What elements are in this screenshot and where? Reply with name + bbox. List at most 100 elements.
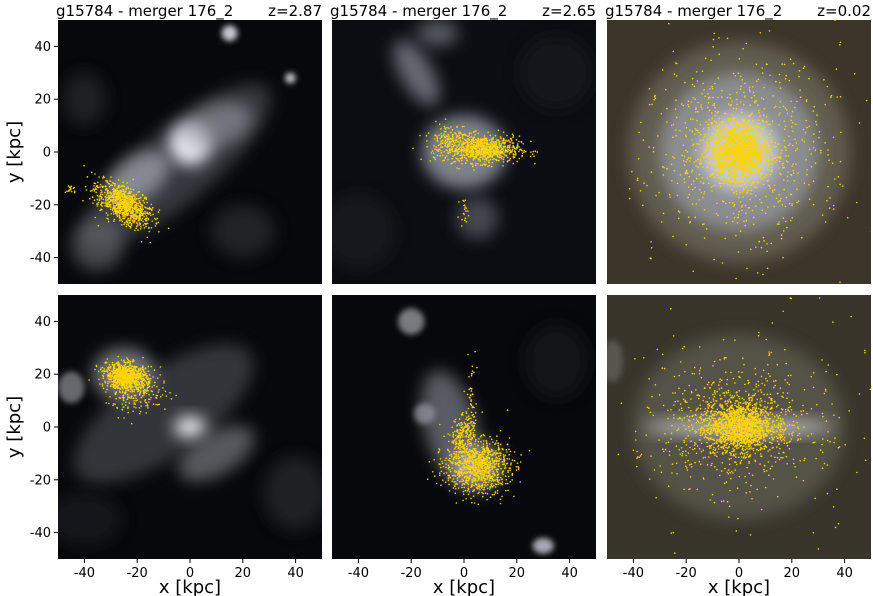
- particle: [437, 155, 439, 157]
- particle: [142, 200, 144, 202]
- particle: [733, 159, 735, 161]
- particle: [755, 145, 757, 147]
- particle: [131, 202, 133, 204]
- particle: [710, 175, 712, 177]
- particle: [651, 247, 653, 249]
- particle: [519, 135, 521, 137]
- particle: [133, 189, 135, 191]
- particle: [778, 223, 780, 225]
- particle: [678, 218, 680, 220]
- particle: [701, 106, 703, 108]
- particle: [774, 107, 776, 109]
- particle: [640, 190, 642, 192]
- particle: [672, 136, 674, 138]
- particle: [115, 213, 117, 215]
- particle: [775, 142, 777, 144]
- particle: [117, 203, 119, 205]
- particle: [117, 356, 119, 358]
- particle: [113, 220, 115, 222]
- y-tick-label: 20: [34, 93, 51, 108]
- particle: [790, 194, 792, 196]
- particle: [98, 196, 100, 198]
- y-tick-label: -20: [30, 198, 51, 213]
- particle: [144, 211, 146, 213]
- particle: [444, 126, 446, 128]
- particle: [456, 167, 458, 169]
- particle: [104, 368, 106, 370]
- particle: [127, 206, 129, 208]
- particle: [730, 145, 732, 147]
- particle: [753, 138, 755, 140]
- particle: [512, 133, 514, 135]
- particle: [715, 156, 717, 158]
- particle: [750, 162, 752, 164]
- particle: [530, 156, 532, 158]
- particle: [718, 177, 720, 179]
- particle: [447, 159, 449, 161]
- particle: [732, 132, 734, 134]
- particle: [146, 381, 148, 383]
- particle: [719, 154, 721, 156]
- particle: [451, 141, 453, 143]
- particle: [712, 126, 714, 128]
- particle: [505, 140, 507, 142]
- particle: [727, 140, 729, 142]
- particle: [102, 378, 104, 380]
- particle: [442, 155, 444, 157]
- particle: [533, 151, 535, 153]
- redshift-label: z=2.87: [268, 2, 322, 20]
- particle: [724, 149, 726, 151]
- particle: [731, 138, 733, 140]
- particle: [725, 130, 727, 132]
- particle: [126, 200, 128, 202]
- particle: [722, 200, 724, 202]
- particle: [457, 141, 459, 143]
- particle: [805, 120, 807, 122]
- particle: [755, 174, 757, 176]
- particle: [471, 136, 473, 138]
- particle: [741, 167, 743, 169]
- particle: [486, 138, 488, 140]
- particle: [474, 134, 476, 136]
- particle: [726, 148, 728, 150]
- particle: [753, 182, 755, 184]
- particle: [713, 150, 715, 152]
- particle: [467, 151, 469, 153]
- particle: [68, 185, 70, 187]
- particle: [742, 118, 744, 120]
- particle: [490, 142, 492, 144]
- particle: [728, 133, 730, 135]
- particle: [717, 160, 719, 162]
- particle: [745, 158, 747, 160]
- particle: [753, 164, 755, 166]
- particle: [109, 202, 111, 204]
- particle: [753, 142, 755, 144]
- particle: [839, 44, 841, 46]
- particle: [714, 151, 716, 153]
- particle: [130, 218, 132, 220]
- particle: [736, 92, 738, 94]
- particle: [727, 149, 729, 151]
- particle: [685, 244, 687, 246]
- particle: [722, 125, 724, 127]
- particle: [816, 114, 818, 116]
- particle: [152, 214, 154, 216]
- particle: [482, 144, 484, 146]
- particle: [775, 154, 777, 156]
- particle: [761, 202, 763, 204]
- particle: [772, 159, 774, 161]
- particle: [124, 204, 126, 206]
- particle: [780, 87, 782, 89]
- particle: [744, 131, 746, 133]
- particle: [484, 164, 486, 166]
- particle: [723, 134, 725, 136]
- particle: [755, 247, 757, 249]
- particle: [713, 136, 715, 138]
- particle: [118, 195, 120, 197]
- particle: [764, 176, 766, 178]
- particle: [514, 156, 516, 158]
- particle: [827, 186, 829, 188]
- particle: [760, 157, 762, 159]
- particle: [501, 143, 503, 145]
- particle: [743, 189, 745, 191]
